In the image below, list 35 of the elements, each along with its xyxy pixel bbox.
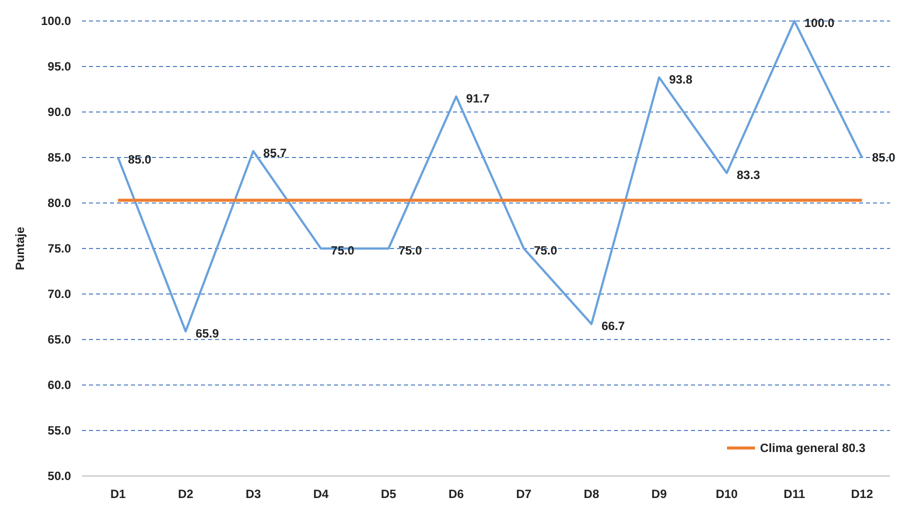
y-tick-label: 55.0: [48, 424, 72, 438]
y-tick-label: 80.0: [48, 196, 72, 210]
data-label: 65.9: [196, 326, 220, 340]
data-label: 85.0: [872, 150, 896, 164]
x-tick-label: D3: [246, 487, 262, 501]
y-tick-label: 95.0: [48, 60, 72, 74]
x-tick-label: D6: [448, 487, 464, 501]
y-tick-label: 60.0: [48, 378, 72, 392]
x-tick-label: D7: [516, 487, 532, 501]
y-tick-label: 70.0: [48, 287, 72, 301]
data-label: 85.7: [263, 146, 287, 160]
data-label: 85.0: [128, 152, 152, 166]
y-tick-label: 50.0: [48, 469, 72, 483]
y-tick-label: 65.0: [48, 332, 72, 346]
data-label: 91.7: [466, 92, 490, 106]
x-tick-label: D12: [850, 487, 874, 501]
x-tick-label: D4: [313, 487, 329, 501]
data-label: 75.0: [534, 244, 558, 258]
y-axis-title: Puntaje: [13, 226, 27, 270]
x-tick-label: D1: [110, 487, 126, 501]
y-tick-label: 100.0: [40, 14, 72, 28]
legend-label: Clima general 80.3: [760, 441, 866, 455]
y-tick-label: 90.0: [48, 105, 72, 119]
data-label: 66.7: [601, 319, 626, 334]
data-label: 93.8: [669, 72, 693, 86]
x-tick-label: D11: [784, 487, 806, 501]
y-tick-label: 75.0: [48, 242, 72, 256]
x-tick-label: D2: [178, 487, 194, 501]
data-label: 83.3: [736, 168, 760, 182]
x-tick-label: D10: [716, 487, 738, 501]
x-tick-label: D9: [651, 487, 668, 501]
x-tick-label: D8: [584, 487, 600, 501]
data-label: 100.0: [804, 16, 835, 30]
y-tick-label: 85.0: [48, 150, 72, 164]
x-tick-label: D5: [380, 487, 397, 501]
